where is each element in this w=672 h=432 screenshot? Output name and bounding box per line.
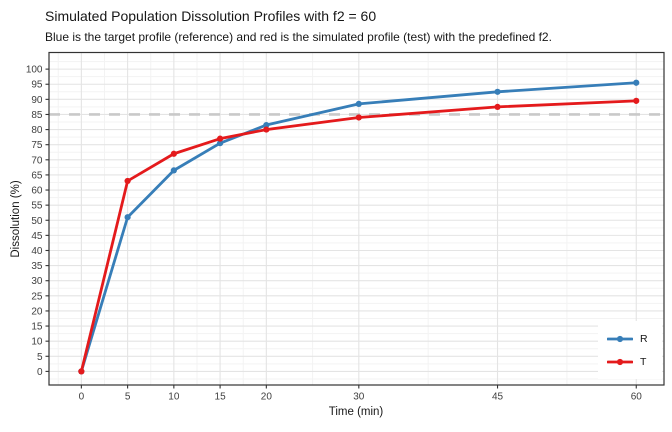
y-axis-ticks: 0 5 10 15 20 25 30 35 40 45 50 55 60 65 70 75 80 85 90 95 10… — [26, 65, 49, 378]
y-tick-label: 95 — [31, 80, 43, 91]
legend-entry-T: T — [598, 354, 662, 370]
y-tick-label: 60 — [31, 186, 43, 197]
panel-border — [48, 51, 665, 386]
chart-title: Simulated Population Dissolution Profile… — [45, 8, 377, 24]
legend-key-T — [607, 358, 633, 365]
y-tick-label: 15 — [31, 322, 43, 333]
y-tick-label: 20 — [31, 306, 43, 317]
y-tick-label: 75 — [31, 140, 43, 151]
series-R-point — [494, 88, 501, 95]
y-tick-label: 85 — [31, 110, 43, 121]
chart-subtitle: Blue is the target profile (reference) a… — [45, 30, 552, 44]
legend-label-R: R — [640, 332, 648, 345]
series-T-point — [494, 103, 501, 111]
y-axis-title: Dissolution (%) — [10, 180, 22, 258]
legend-key-R — [607, 335, 633, 342]
grid-major — [49, 52, 664, 385]
y-tick-label: 70 — [31, 155, 43, 166]
series-T-line — [79, 99, 638, 373]
x-tick-label: 20 — [261, 392, 273, 403]
series-T-point — [216, 135, 224, 142]
y-tick-label: 65 — [31, 170, 43, 181]
x-axis-title: Time (min) — [328, 406, 384, 418]
series-T-point — [633, 97, 640, 104]
legend-label-T: T — [640, 355, 647, 368]
x-tick-label: 60 — [631, 392, 643, 403]
x-tick-label: 15 — [215, 392, 227, 403]
x-tick-label: 0 — [79, 392, 85, 403]
x-tick-label: 5 — [125, 392, 131, 403]
series-T-point — [124, 177, 131, 185]
y-tick-label: 25 — [31, 291, 43, 302]
series-T-point — [78, 368, 85, 375]
series-R-point — [263, 121, 270, 129]
y-tick-label: 45 — [31, 231, 43, 242]
series-R-point — [355, 100, 362, 107]
y-tick-label: 5 — [37, 352, 43, 363]
series-T-point — [263, 126, 270, 133]
x-tick-label: 30 — [353, 392, 365, 403]
series-T-point — [170, 150, 177, 157]
series-T — [78, 97, 640, 375]
series-R-point — [216, 140, 224, 147]
x-tick-label: 10 — [168, 392, 180, 403]
y-tick-label: 50 — [31, 216, 43, 227]
series-R-point — [633, 79, 640, 86]
y-tick-label: 10 — [31, 337, 43, 348]
y-tick-label: 30 — [31, 276, 43, 287]
y-tick-label: 90 — [31, 95, 43, 106]
y-tick-label: 40 — [31, 246, 43, 257]
y-tick-label: 35 — [31, 261, 43, 272]
y-tick-label: 55 — [31, 201, 43, 212]
series-T-point — [355, 114, 362, 121]
y-tick-label: 0 — [37, 367, 43, 378]
y-tick-label: 80 — [31, 125, 43, 136]
x-axis-ticks: 0 5 10 15 20 30 45 60 — [79, 385, 643, 403]
y-tick-label: 100 — [26, 65, 43, 76]
series-R-point — [170, 167, 177, 174]
x-tick-label: 45 — [492, 392, 504, 403]
series-R-point — [124, 214, 131, 221]
legend-entry-R: R — [598, 331, 662, 347]
